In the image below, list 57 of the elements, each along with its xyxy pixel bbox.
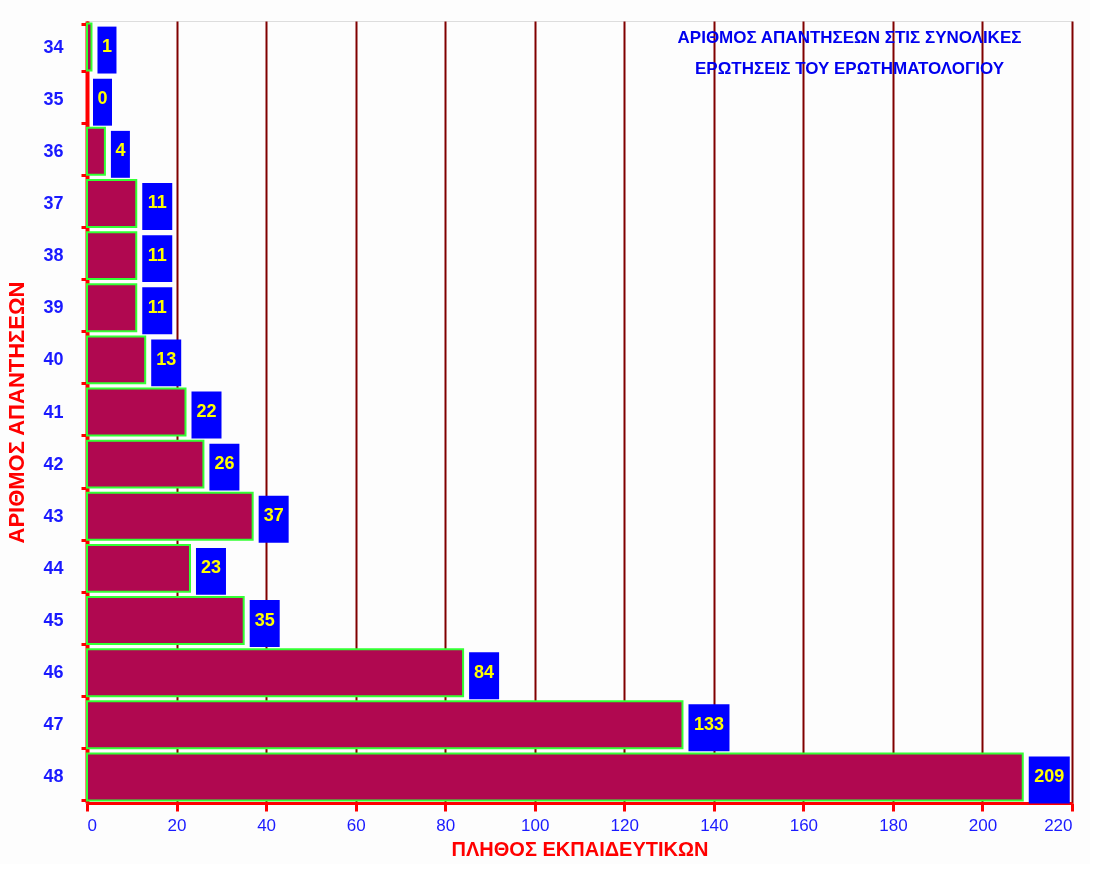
bar [86, 387, 187, 437]
bar [86, 231, 138, 281]
data-label: 209 [1034, 765, 1065, 786]
y-tick-label: 47 [43, 714, 64, 735]
bar [86, 283, 138, 333]
y-tick-label: 48 [43, 766, 64, 787]
data-label: 11 [147, 296, 167, 317]
bar [86, 596, 245, 645]
y-tick-label: 38 [43, 245, 64, 266]
y-tick-label: 43 [43, 505, 64, 526]
bar [86, 491, 254, 541]
x-tick-label: 160 [789, 815, 819, 835]
data-label: 4 [115, 140, 126, 161]
y-tick-label: 41 [43, 401, 64, 422]
x-tick-label: 100 [521, 815, 550, 835]
y-tick-label: 46 [43, 662, 64, 683]
data-label: 35 [254, 609, 275, 630]
x-tick-label: 220 [1044, 815, 1073, 835]
data-label: 37 [263, 505, 284, 526]
y-tick-label: 37 [43, 192, 64, 213]
data-label: 0 [97, 88, 108, 109]
bar [86, 439, 205, 489]
data-label: 84 [474, 661, 495, 682]
data-label: 22 [196, 401, 217, 421]
y-axis-title: ΑΡΙΘΜΟΣ ΑΠΑΝΤΗΣΕΩΝ [4, 281, 30, 544]
y-tick-label: 34 [43, 36, 64, 57]
x-tick-label: 20 [167, 815, 187, 835]
y-tick-label: 44 [43, 557, 64, 578]
bar [86, 648, 465, 698]
data-label: 11 [147, 192, 167, 213]
data-label: 133 [693, 713, 724, 734]
y-tick-label: 39 [43, 297, 64, 318]
data-label: 11 [147, 244, 167, 265]
data-label: 26 [214, 453, 235, 474]
x-tick-label: 140 [700, 815, 729, 835]
bar [86, 335, 147, 385]
bar [86, 22, 93, 72]
y-tick-label: 40 [43, 349, 64, 370]
bar [86, 179, 138, 228]
x-tick-label: 40 [257, 815, 277, 835]
y-tick-label: 45 [43, 610, 64, 631]
x-tick-label: 180 [879, 815, 908, 835]
y-tick-label: 35 [43, 88, 64, 109]
bar [86, 700, 684, 750]
bar [86, 752, 1024, 802]
x-tick-label: 80 [436, 815, 456, 835]
x-tick-label: 0 [87, 815, 97, 835]
data-label: 1 [101, 36, 112, 57]
x-axis-title: ΠΛΗΘΟΣ ΕΚΠΑΙΔΕΥΤΙΚΩΝ [451, 837, 709, 860]
data-label: 23 [200, 557, 221, 578]
data-label: 13 [156, 348, 177, 369]
bar [86, 543, 191, 593]
y-tick-label: 42 [43, 453, 64, 474]
y-tick-label: 36 [43, 140, 64, 161]
x-tick-label: 60 [346, 815, 366, 835]
x-tick-label: 120 [610, 815, 639, 835]
x-tick-label: 200 [968, 815, 998, 835]
